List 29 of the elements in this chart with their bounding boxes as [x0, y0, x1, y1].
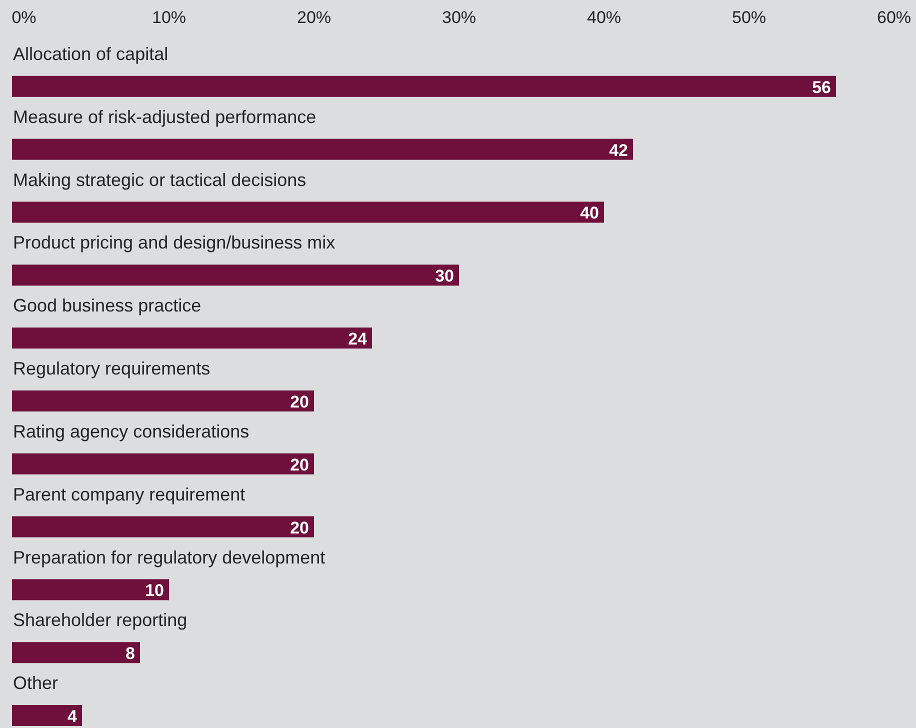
y-tick-label: Allocation of capital [13, 44, 168, 64]
y-tick-label: Measure of risk-adjusted performance [13, 106, 316, 127]
data-label: 20 [290, 392, 309, 412]
x-tick-label: 50% [732, 8, 766, 27]
x-tick-label: 10% [152, 8, 186, 27]
data-label: 10 [145, 581, 164, 600]
y-tick-label: Shareholder reporting [13, 610, 188, 630]
x-tick-label: 40% [586, 8, 622, 27]
data-label: 4 [68, 707, 78, 726]
y-tick-label: Product pricing and design/business mix [13, 232, 336, 253]
data-label: 24 [348, 330, 368, 349]
y-tick-label: Preparation for regulatory development [13, 547, 326, 568]
data-label: 56 [812, 78, 831, 97]
data-label: 30 [435, 266, 454, 286]
y-tick-label: Good business practice [13, 296, 202, 316]
x-tick-label: 20% [296, 8, 332, 27]
data-label: 42 [609, 140, 628, 160]
x-tick-label: 30% [442, 8, 476, 27]
y-tick-label: Making strategic or tactical decisions [13, 170, 306, 190]
y-tick-label: Parent company requirement [13, 484, 246, 504]
x-tick-label: 60% [876, 8, 912, 27]
data-label: 40 [580, 204, 599, 223]
data-label: 20 [290, 518, 309, 538]
data-label: 20 [290, 455, 309, 474]
data-label: 8 [126, 644, 135, 664]
y-tick-label: Regulatory requirements [13, 358, 210, 379]
y-tick-label: Other [13, 673, 58, 694]
y-tick-label: Rating agency considerations [13, 421, 250, 442]
x-tick-label: 0% [12, 8, 36, 27]
